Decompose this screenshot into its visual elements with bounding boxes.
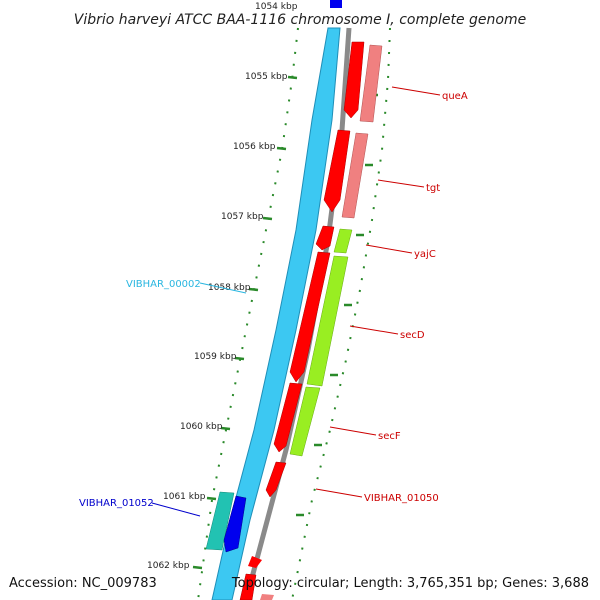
gene-label-secD: secD [400,330,425,341]
tick-label-1060: 1060 kbp [180,422,223,432]
gene-label-VIBHAR_01050: VIBHAR_01050 [364,493,439,504]
cds-yajC-rna [333,228,353,254]
tick-marks [192,75,378,570]
cds-secF-rna [289,386,321,457]
tick-label-1056: 1056 kbp [233,142,276,152]
cds-bottom-red-1 [239,573,257,600]
cds-tgt [323,129,351,213]
tick-label-1061: 1061 kbp [163,492,206,502]
cds-secD-rna [306,255,349,387]
cds-queA [343,41,365,119]
cds-secF [273,382,303,453]
accession-text: Accession: NC_009783 [9,576,157,591]
cds-secD [289,251,331,383]
tick-label-1058: 1058 kbp [208,283,251,293]
ring-top-feature [330,0,342,8]
tick-label-1055: 1055 kbp [245,72,288,82]
cds-bottom-pink [260,594,274,600]
gene-label-VIBHAR_00002: VIBHAR_00002 [126,279,201,290]
cds-bottom-red-2 [248,556,262,568]
cds-queA-rna [359,44,383,123]
tick-label-1062: 1062 kbp [147,561,190,571]
outer-ring-band [211,27,341,600]
cds-tgt-rna [341,132,369,219]
gene-label-tgt: tgt [426,183,440,194]
cds-VIBHAR_01052 [223,495,247,553]
gene-label-secF: secF [378,431,401,442]
cds-VIBHAR_01052-teal [205,491,235,551]
gene-label-VIBHAR_01052: VIBHAR_01052 [79,498,154,509]
tick-label-1057: 1057 kbp [221,212,264,222]
outer-dotted-ring [291,27,391,600]
tick-label-1059: 1059 kbp [194,352,237,362]
tick-label-1054: 1054 kbp [255,2,298,12]
page-title: Vibrio harveyi ATCC BAA-1116 chromosome … [74,12,526,28]
genome-summary-text: Topology: circular; Length: 3,765,351 bp… [231,576,589,591]
gene-label-yajC: yajC [414,249,436,260]
gene-label-queA: queA [442,91,468,102]
leader-lines [151,86,441,517]
cds-VIBHAR_01050 [265,461,287,498]
cds-yajC [315,225,335,251]
